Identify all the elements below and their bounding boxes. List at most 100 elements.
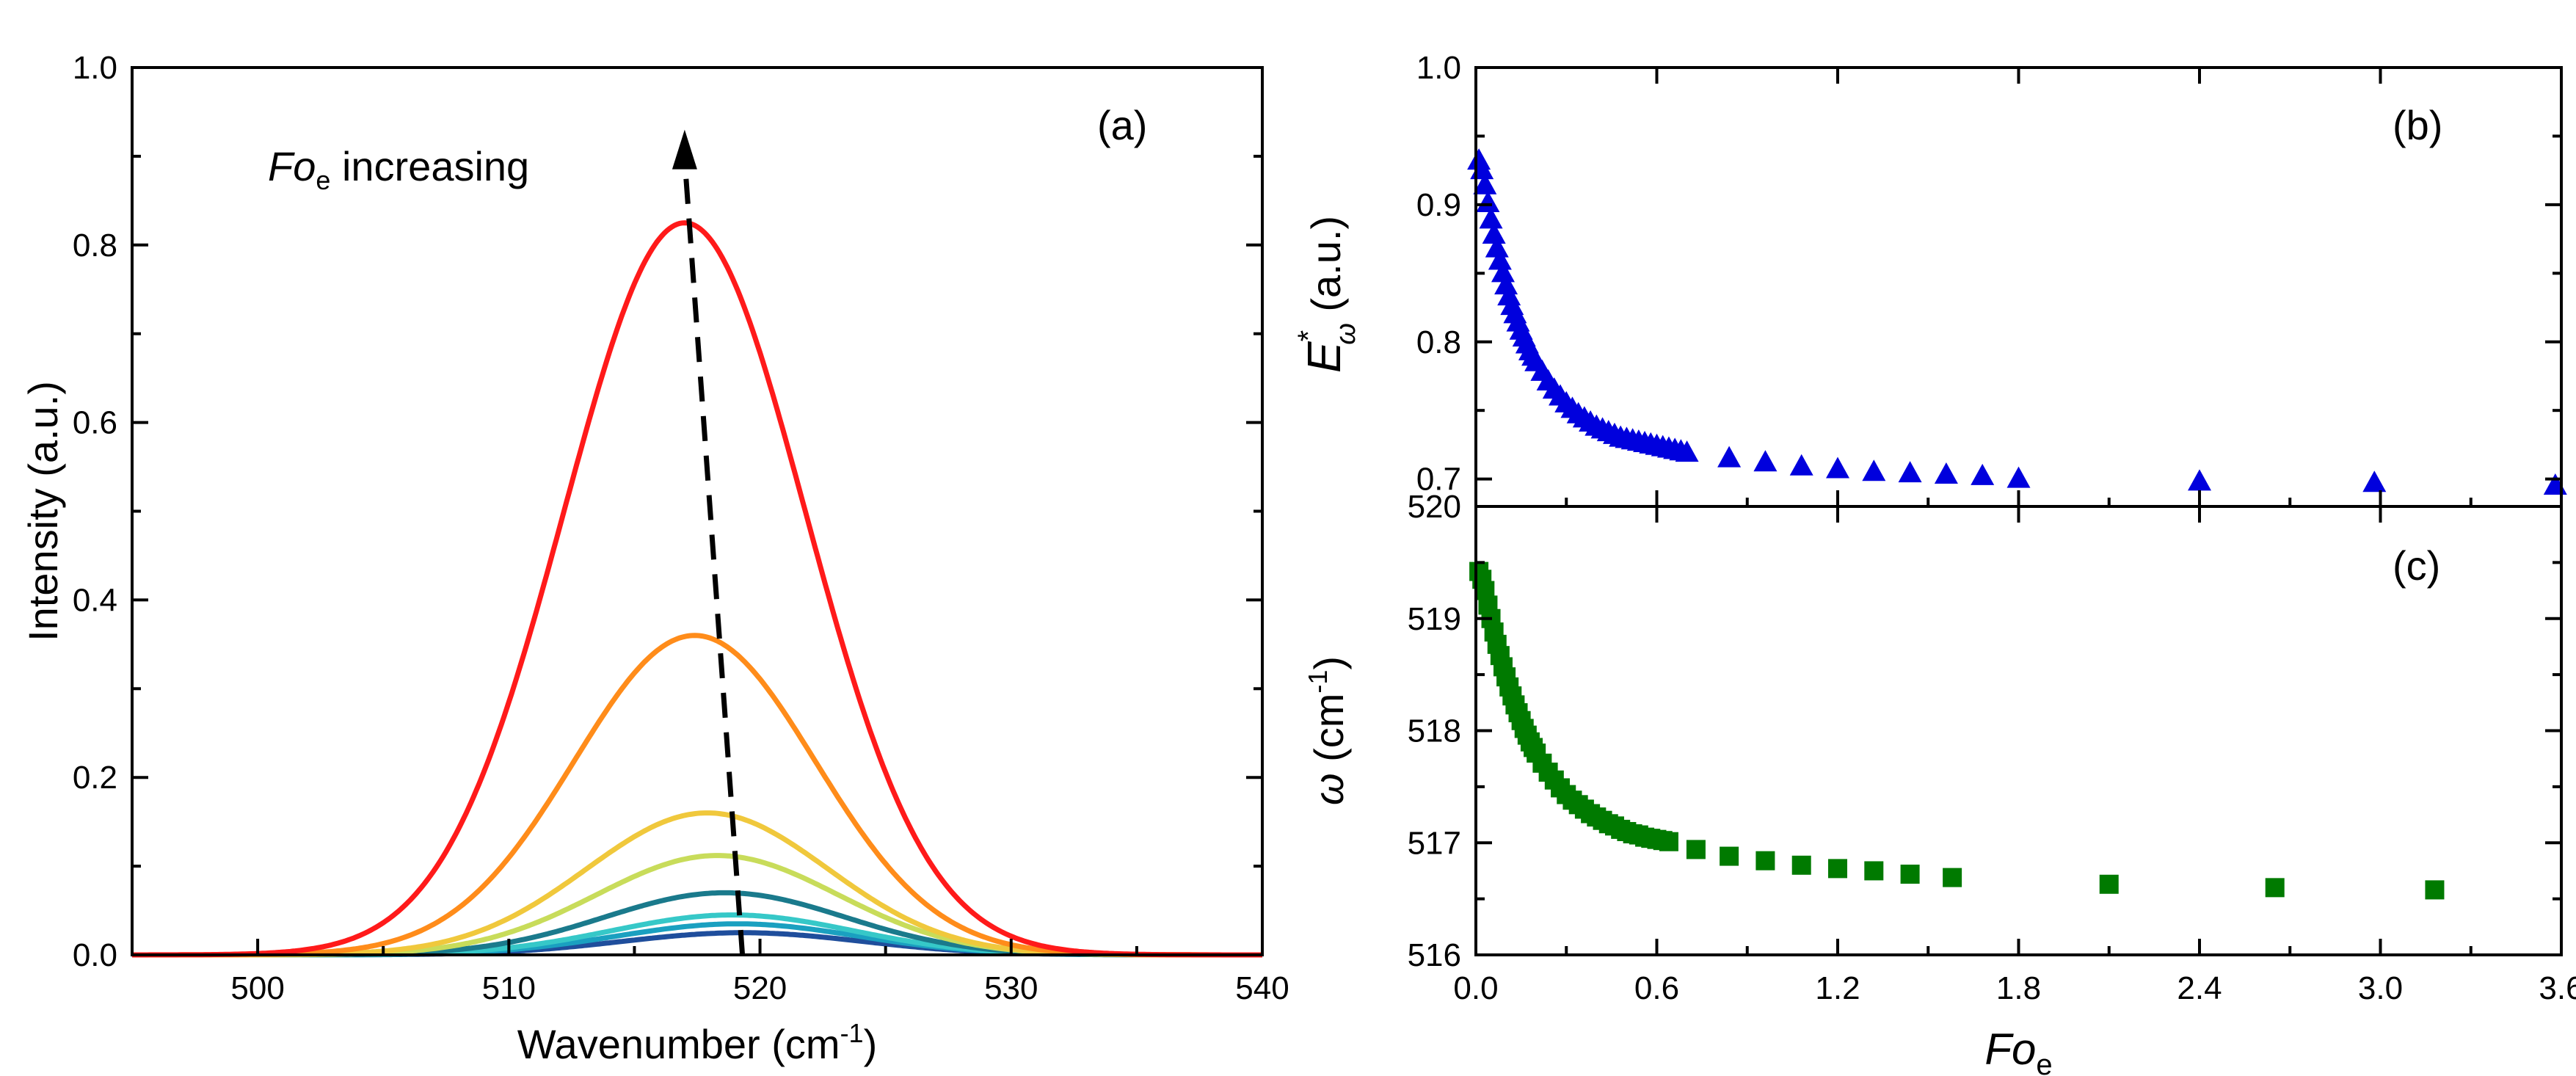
panel-a-label: (a) [1097, 102, 1147, 148]
b-data-point [1898, 461, 1922, 483]
a-xtick-label: 500 [230, 970, 284, 1006]
panel-b-points [1467, 148, 2567, 495]
series-line-curve-8 [132, 220, 1262, 958]
panel-b-ylabel: E* ω (a.u.) [1292, 216, 1361, 373]
c-data-point [1864, 861, 1884, 881]
panel-a-arrow [672, 129, 746, 956]
panel-b-chart: 0.7 0.8 0.9 1.0 (b) E* ω (a.u.) [1292, 50, 2567, 506]
c-xtick-label: 0.6 [1634, 970, 1679, 1006]
b-ylabel-main: E [1298, 341, 1350, 373]
series-line-curve-5 [132, 853, 1262, 958]
b-data-point [1479, 207, 1503, 229]
panel-a-ylabel: Intensity (a.u.) [20, 381, 66, 641]
a-ytick-label: 0.6 [73, 405, 117, 441]
c-data-point [1686, 840, 1706, 859]
b-data-point [1971, 463, 1995, 485]
c-data-point [1755, 851, 1775, 870]
c-xlabel-italic: Fo [1984, 1025, 2036, 1074]
panel-bc-frame [1474, 66, 2563, 956]
b-data-point [1491, 261, 1515, 283]
b-data-point [1753, 450, 1778, 472]
c-data-point [2265, 878, 2285, 898]
b-ytick-label: 0.9 [1416, 187, 1461, 223]
panel-a-annotation: Foe increasing [268, 143, 529, 195]
b-ylabel-sub: ω [1331, 323, 1361, 345]
panel-a-frame [131, 66, 1264, 956]
c-xtick-label: 1.2 [1815, 970, 1860, 1006]
panel-a-curves [132, 220, 1262, 958]
c-data-point [2099, 874, 2119, 894]
panel-c-xlabel: Foe [1984, 1025, 2052, 1076]
a-ytick-label: 0.0 [73, 937, 117, 973]
c-xtick-label: 2.4 [2177, 970, 2222, 1006]
panel-c-chart: 516 517 518 519 520 0.0 0.6 1.2 1.8 2.4 3.0 3.6 (c)… [1303, 489, 2576, 1076]
b-ytick-label: 0.7 [1416, 462, 1461, 498]
c-data-point [1720, 846, 1739, 866]
a-ytick-label: 0.4 [73, 582, 117, 618]
c-ytick-label: 516 [1408, 937, 1461, 973]
b-data-point [2006, 466, 2031, 488]
b-data-point [1862, 459, 1886, 481]
a-xtick-label: 530 [984, 970, 1038, 1006]
b-data-point [1485, 236, 1509, 258]
panel-b-label: (b) [2393, 102, 2442, 148]
c-data-point [2425, 880, 2445, 900]
b-data-point [2188, 469, 2211, 491]
c-ylabel-end: (cm [1306, 694, 1352, 774]
c-data-point [1659, 832, 1678, 851]
c-xtick-label: 3.0 [2358, 970, 2403, 1006]
b-ytick-label: 1.0 [1416, 50, 1461, 86]
arrow-head [672, 129, 697, 170]
arrow-shaft [682, 159, 746, 956]
b-data-point [1488, 248, 1512, 270]
panel-a-ticks: 500 510 520 530 540 0.0 0.2 0.4 0.6 0.8 1.0 [73, 50, 1289, 1006]
a-ytick-label: 0.2 [73, 760, 117, 796]
b-data-point [1494, 273, 1518, 295]
b-data-point [1476, 191, 1500, 213]
c-ylabel-sup: -1 [1303, 670, 1333, 694]
b-data-point [1717, 446, 1742, 468]
annotation-italic: Fo [268, 143, 316, 189]
a-xlabel-sup: -1 [840, 1018, 864, 1048]
series-line-curve-7 [132, 633, 1262, 958]
c-ytick-label: 520 [1408, 489, 1461, 525]
annotation-text: increasing [330, 143, 529, 189]
b-data-point [1675, 440, 1699, 462]
panel-c-points [1469, 561, 2445, 900]
panel-a-xlabel: Wavenumber (cm-1) [517, 1018, 877, 1067]
b-data-point [1473, 172, 1497, 195]
b-data-point [1934, 462, 1958, 484]
c-ylabel-main: ω [1306, 773, 1352, 805]
b-data-point [2543, 473, 2567, 495]
c-ylabel-close: ) [1306, 656, 1352, 670]
b-data-point [1789, 454, 1813, 476]
b-data-point [1482, 222, 1506, 244]
b-data-point [1826, 457, 1849, 479]
a-xtick-label: 510 [482, 970, 536, 1006]
panel-c-ylabel: ω (cm-1) [1303, 656, 1352, 805]
annotation-sub: e [316, 165, 330, 195]
a-ytick-label: 1.0 [73, 50, 117, 86]
c-data-point [1943, 868, 1962, 887]
c-xtick-label: 0.0 [1453, 970, 1498, 1006]
c-xtick-label: 3.6 [2539, 970, 2576, 1006]
c-ytick-label: 518 [1408, 713, 1461, 749]
a-xlabel-main: Wavenumber (cm [517, 1021, 840, 1067]
panel-a-chart: 500 510 520 530 540 0.0 0.2 0.4 0.6 0.8 1.0 (a) Fo… [20, 50, 1289, 1067]
panel-c-ticks: 516 517 518 519 520 0.0 0.6 1.2 1.8 2.4 3.0 3.6 [1408, 489, 2576, 1006]
a-ytick-label: 0.8 [73, 228, 117, 263]
panel-c-label: (c) [2393, 542, 2440, 589]
c-ytick-label: 519 [1408, 601, 1461, 637]
c-xtick-label: 1.8 [1996, 970, 2041, 1006]
c-data-point [1791, 855, 1811, 875]
a-xtick-label: 540 [1235, 970, 1289, 1006]
c-data-point [1900, 865, 1920, 884]
b-ytick-label: 0.8 [1416, 324, 1461, 360]
panel-b-ticks: 0.7 0.8 0.9 1.0 [1416, 50, 2563, 506]
b-data-point [2362, 470, 2387, 492]
c-ytick-label: 517 [1408, 825, 1461, 861]
b-ylabel-sup: * [1292, 330, 1325, 342]
a-xtick-label: 520 [733, 970, 787, 1006]
c-data-point [1828, 859, 1847, 879]
